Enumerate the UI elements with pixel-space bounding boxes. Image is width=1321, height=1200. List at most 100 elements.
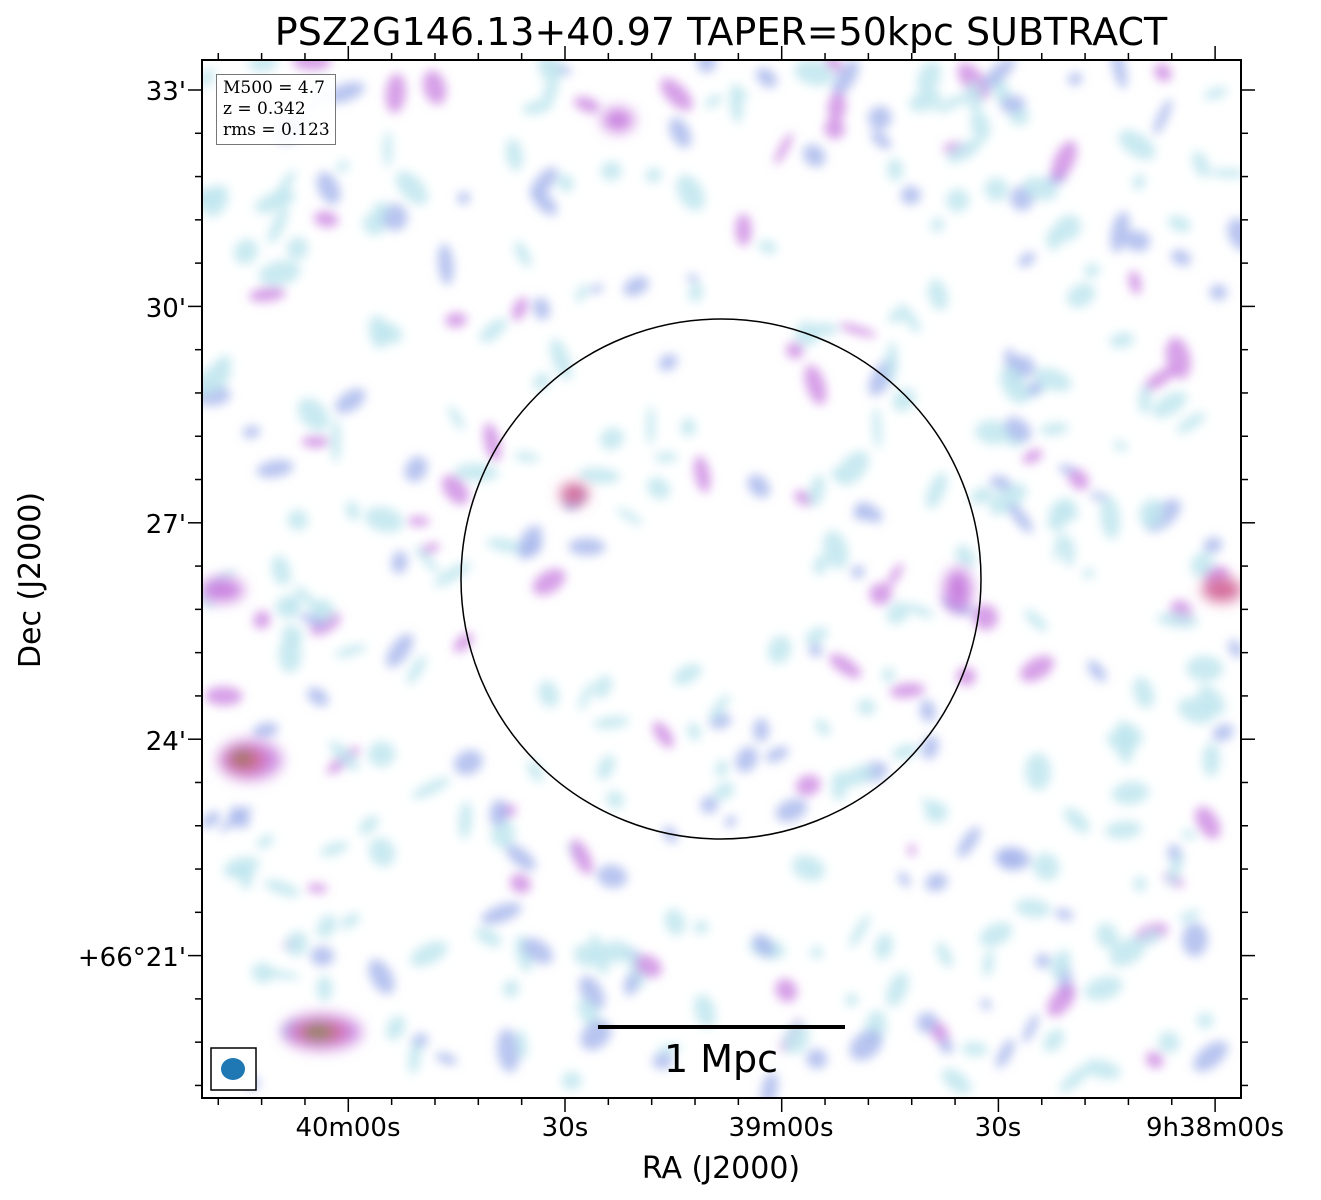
noise-blob <box>511 297 528 321</box>
noise-blob <box>505 844 536 871</box>
plot-frame <box>201 59 1242 1099</box>
noise-blob <box>988 483 1027 515</box>
noise-blob <box>713 782 735 801</box>
noise-blob <box>1212 723 1234 742</box>
noise-blob <box>307 687 329 707</box>
noise-blob <box>252 722 279 739</box>
noise-blob <box>832 60 860 97</box>
noise-blob <box>522 937 553 965</box>
noise-blob <box>1019 655 1055 682</box>
noise-blob <box>956 666 976 687</box>
noise-blob <box>568 537 606 556</box>
noise-blob <box>1084 263 1100 278</box>
noise-blob <box>406 655 427 685</box>
noise-blob <box>1109 936 1146 967</box>
noise-blob <box>752 718 770 742</box>
noise-blob <box>804 626 828 644</box>
noise-blob <box>532 568 566 596</box>
noise-blob <box>422 70 447 105</box>
noise-blob <box>813 554 828 576</box>
noise-blob <box>886 971 909 1007</box>
noise-blob <box>335 388 366 414</box>
noise-blob <box>1000 95 1026 113</box>
noise-blob <box>783 1023 810 1055</box>
noise-blob <box>941 1068 972 1095</box>
noise-blob <box>441 474 469 505</box>
noise-blob <box>758 240 777 254</box>
noise-blob <box>935 942 953 968</box>
noise-blob <box>514 241 532 268</box>
noise-blob <box>1008 502 1033 534</box>
noise-blob <box>1058 464 1076 474</box>
noise-blob <box>267 207 289 244</box>
noise-blob <box>1026 380 1042 397</box>
noise-blob <box>765 746 789 763</box>
noise-blob <box>1138 385 1152 415</box>
noise-blob <box>1141 929 1161 945</box>
noise-blob <box>1181 922 1208 957</box>
noise-blob <box>1059 1065 1091 1093</box>
noise-blob <box>1109 332 1135 349</box>
noise-blob <box>458 800 473 840</box>
noise-blob <box>654 452 678 463</box>
noise-blob <box>907 844 916 857</box>
noise-blob <box>573 943 598 968</box>
noise-blob <box>844 993 859 1007</box>
noise-blob <box>946 188 970 212</box>
x-tick-label: 40m00s <box>295 1113 400 1143</box>
x-tick-label: 39m00s <box>728 1113 833 1143</box>
noise-blob <box>589 934 609 975</box>
x-axis-title: RA (J2000) <box>642 1151 800 1186</box>
noise-blob <box>330 419 342 463</box>
noise-blob <box>1054 908 1074 921</box>
noise-blob <box>239 869 253 890</box>
noise-blob <box>391 550 408 574</box>
noise-blob <box>982 949 994 977</box>
noise-blob <box>1228 639 1241 658</box>
noise-blob <box>872 406 882 450</box>
noise-blob <box>340 912 360 929</box>
rms-value: rms = 0.123 <box>223 120 330 140</box>
noise-blob <box>979 922 1013 947</box>
noise-blob <box>577 998 600 1028</box>
noise-blob <box>955 544 976 569</box>
noise-blob <box>509 873 531 894</box>
noise-blob <box>1192 151 1210 178</box>
noise-blob <box>1203 537 1223 554</box>
noise-blob <box>906 603 934 618</box>
y-tick-label: 27' <box>146 510 186 540</box>
noise-blob <box>802 144 826 168</box>
noise-blob <box>1145 1051 1164 1069</box>
noise-blob <box>687 722 701 741</box>
noise-blob <box>916 61 941 95</box>
noise-blob <box>454 463 499 482</box>
noise-blob <box>747 474 771 498</box>
noise-blob <box>924 802 948 823</box>
noise-blob <box>538 680 559 708</box>
noise-blob <box>313 211 339 228</box>
noise-blob <box>312 599 335 622</box>
m500-value: M500 = 4.7 <box>223 78 325 98</box>
noise-blob <box>1084 976 1123 1001</box>
noise-blob <box>1153 99 1173 135</box>
noise-blob <box>345 500 360 521</box>
noise-blob <box>693 920 709 934</box>
noise-blob <box>1089 492 1108 501</box>
y-tick-label: 24' <box>146 727 186 757</box>
noise-blob <box>516 1029 528 1060</box>
noise-blob <box>1116 729 1135 764</box>
plot-title: PSZ2G146.13+40.97 TAPER=50kpc SUBTRACT <box>274 10 1168 54</box>
noise-blob <box>931 1022 949 1045</box>
noise-blob <box>806 1048 828 1069</box>
noise-blob <box>368 837 396 867</box>
noise-blob <box>1063 807 1090 833</box>
noise-blob <box>573 96 601 113</box>
noise-blob <box>483 422 502 462</box>
noise-blob <box>1087 660 1107 682</box>
noise-blobs <box>202 60 1241 1098</box>
noise-blob <box>297 397 330 432</box>
noise-blob <box>635 954 662 978</box>
noise-blob <box>606 790 625 809</box>
noise-blob <box>301 435 330 448</box>
noise-blob <box>970 487 994 505</box>
